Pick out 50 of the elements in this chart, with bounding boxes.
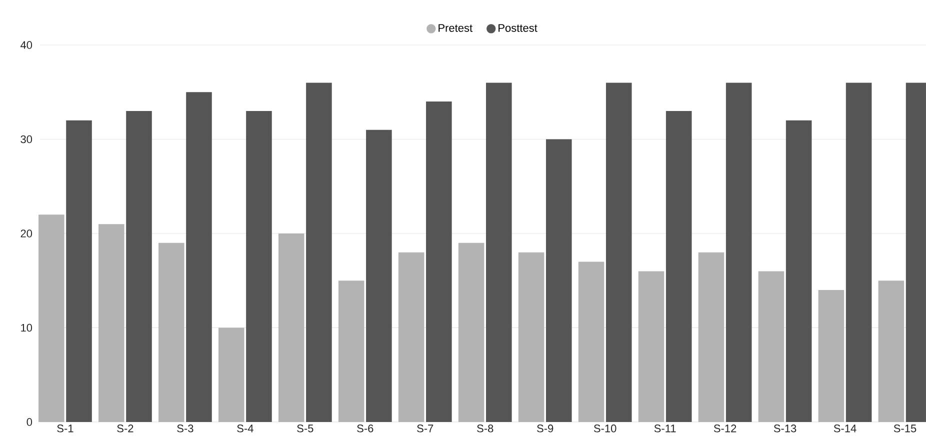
legend-label: Posttest (498, 24, 538, 32)
bar (698, 252, 724, 422)
bar (306, 82, 332, 422)
bar (398, 252, 424, 422)
bar (338, 280, 364, 422)
y-tick-label: 30 (20, 135, 32, 144)
legend-label: Pretest (438, 24, 472, 32)
x-tick-label: S-4 (237, 424, 254, 432)
x-tick-label: S-3 (177, 424, 194, 432)
bar (218, 328, 244, 422)
bar (278, 233, 304, 422)
bar (126, 110, 152, 422)
x-tick-label: S-8 (477, 424, 494, 432)
bar (786, 120, 812, 422)
x-tick-label: S-14 (834, 424, 856, 432)
bar (818, 290, 844, 422)
x-tick-label: S-7 (417, 424, 434, 432)
x-tick-label: S-12 (714, 424, 736, 432)
bar (518, 252, 544, 422)
x-tick-label: S-10 (594, 424, 616, 432)
bar (426, 102, 452, 422)
bar (606, 82, 632, 422)
x-tick-label: S-2 (117, 424, 134, 432)
bar (186, 92, 212, 422)
bar (366, 130, 392, 422)
y-tick-label: 0 (26, 418, 32, 426)
y-tick-label: 40 (20, 41, 32, 49)
bar (66, 120, 92, 422)
bar (666, 110, 692, 422)
bar (38, 214, 64, 422)
x-tick-label: S-11 (654, 424, 676, 432)
bar (458, 242, 484, 422)
bar (758, 271, 784, 422)
bar (638, 271, 664, 422)
x-tick-label: S-15 (894, 424, 916, 432)
bar (546, 139, 572, 422)
bar (578, 262, 604, 422)
bar (846, 82, 872, 422)
x-tick-label: S-9 (537, 424, 554, 432)
bar (158, 242, 184, 422)
bar (98, 224, 124, 422)
bar (486, 82, 512, 422)
y-tick-label: 20 (20, 230, 32, 238)
x-tick-label: S-6 (357, 424, 374, 432)
bar (246, 110, 272, 422)
y-tick-label: 10 (21, 324, 32, 332)
bar (726, 82, 752, 422)
x-tick-label: S-5 (297, 424, 314, 432)
x-tick-label: S-13 (774, 424, 796, 432)
x-tick-label: S-1 (57, 424, 74, 432)
